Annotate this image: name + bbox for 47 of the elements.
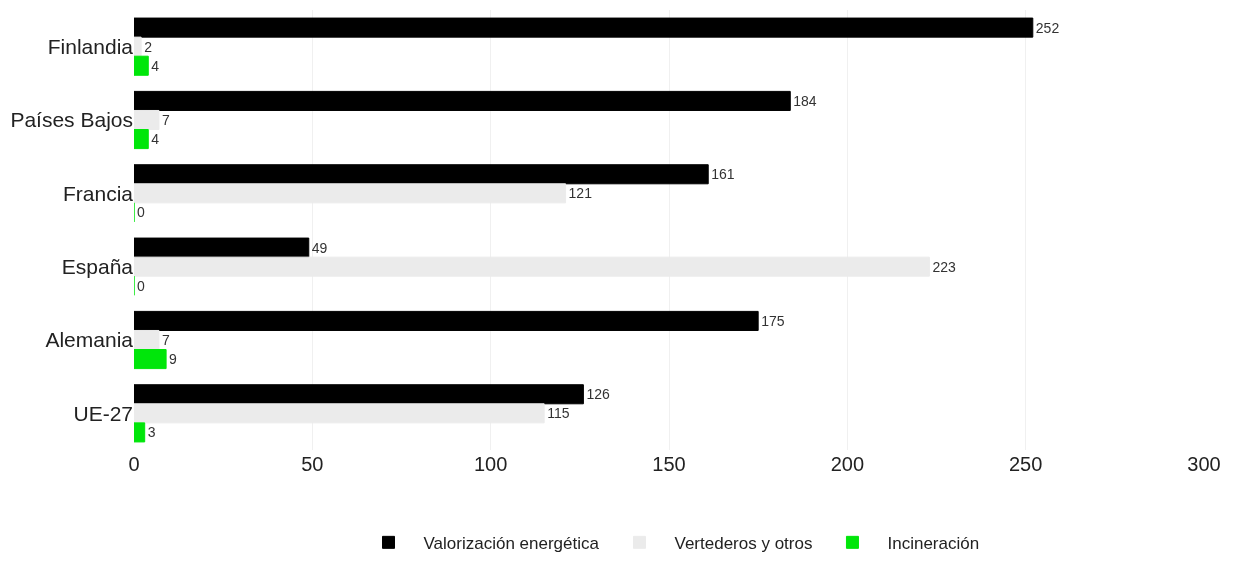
- bar: [134, 384, 584, 405]
- legend-label: Vertederos y otros: [674, 533, 813, 553]
- x-tick-label: 150: [652, 453, 686, 475]
- x-tick-label: 100: [473, 453, 508, 475]
- data-label: 175: [761, 312, 785, 329]
- y-tick-label: España: [61, 255, 134, 279]
- data-label: 121: [568, 185, 593, 202]
- data-label: 2: [144, 38, 153, 55]
- data-label: 252: [1035, 19, 1060, 36]
- data-label: 184: [793, 92, 817, 109]
- bar: [134, 349, 167, 370]
- bar: [134, 36, 142, 57]
- data-label: 126: [586, 386, 610, 403]
- bar: [134, 90, 791, 111]
- legend-label: Valorización energética: [423, 533, 600, 553]
- y-tick-label: UE-27: [73, 401, 133, 425]
- bar: [134, 164, 709, 185]
- y-tick-label: Alemania: [45, 328, 134, 352]
- data-label: 3: [147, 424, 156, 441]
- bar: [134, 422, 146, 443]
- x-tick-label: 200: [830, 453, 865, 475]
- bar: [134, 129, 149, 150]
- data-label: 7: [161, 332, 170, 348]
- bar: [134, 329, 160, 351]
- bar: [134, 17, 1034, 38]
- y-tick-label: Países Bajos: [10, 108, 133, 132]
- legend-label: Incineración: [887, 533, 980, 553]
- bar: [134, 55, 149, 76]
- x-tick-label: 50: [301, 453, 324, 475]
- data-label: 115: [547, 405, 570, 422]
- x-tick-label: 250: [1008, 453, 1043, 475]
- data-label: 4: [151, 57, 160, 74]
- data-label: 223: [932, 258, 956, 275]
- x-tick-label: 300: [1187, 453, 1221, 475]
- data-label: 0: [137, 277, 145, 294]
- data-label: 7: [161, 112, 170, 128]
- bar: [134, 310, 759, 331]
- data-label: 0: [137, 204, 145, 221]
- data-label: 49: [311, 239, 328, 256]
- bar: [134, 109, 160, 131]
- y-tick-label: Finlandia: [47, 35, 134, 59]
- y-tick-label: Francia: [62, 181, 134, 205]
- x-tick-label: 0: [128, 453, 140, 475]
- data-label: 161: [711, 166, 735, 183]
- bar: [134, 237, 310, 258]
- data-label: 9: [169, 351, 178, 368]
- data-label: 4: [151, 131, 160, 148]
